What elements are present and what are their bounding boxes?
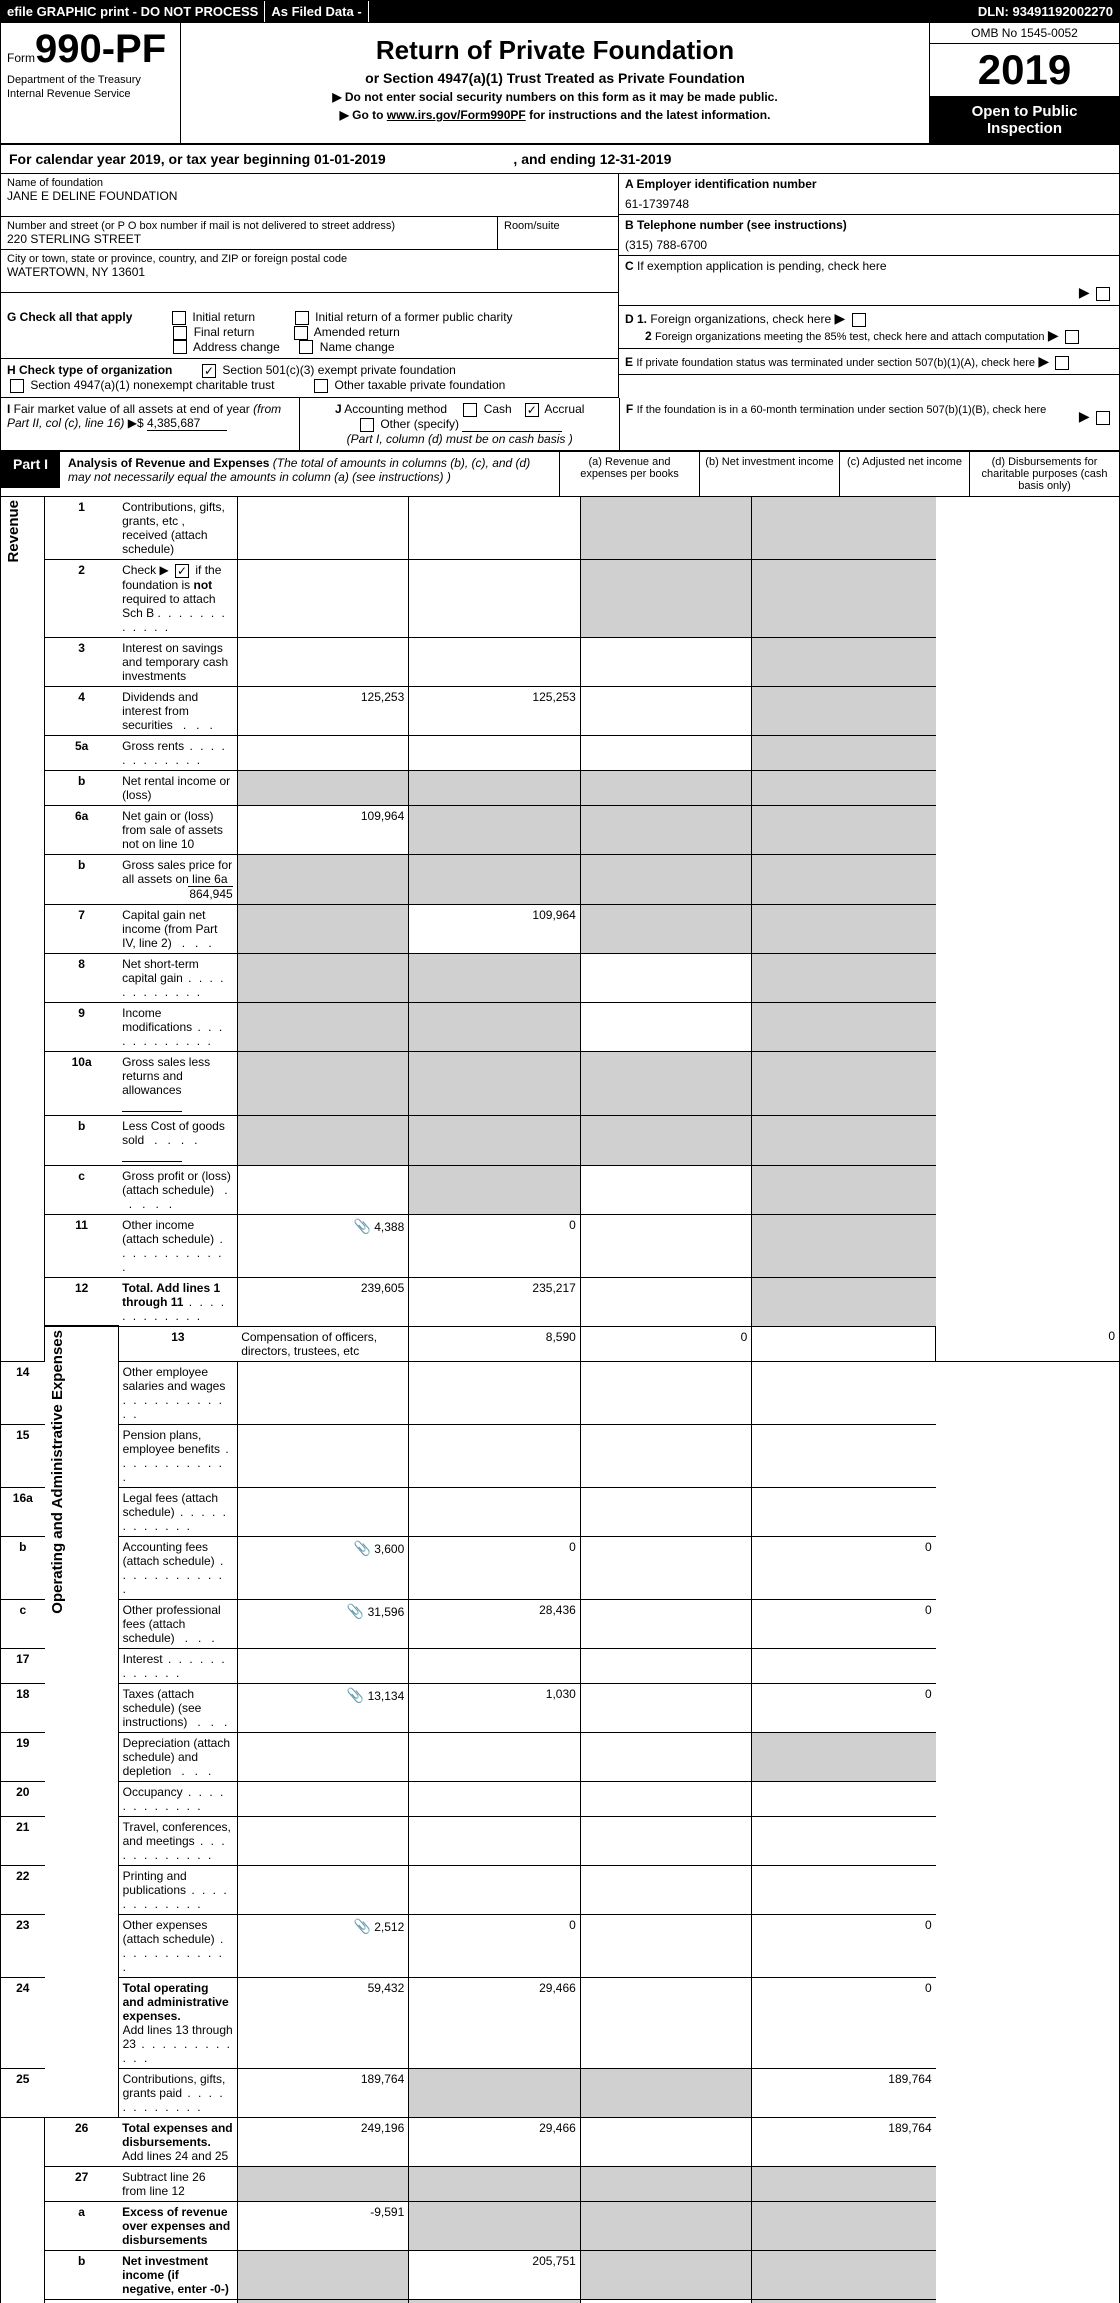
h-501c3[interactable]: ✓ — [202, 364, 216, 378]
irs-link[interactable]: www.irs.gov/Form990PF — [387, 108, 526, 122]
g-initial-former[interactable] — [295, 311, 309, 325]
city-value: WATERTOWN, NY 13601 — [7, 265, 612, 279]
form-note1: ▶ Do not enter social security numbers o… — [191, 86, 919, 104]
part1-header: Part I Analysis of Revenue and Expenses … — [0, 452, 1120, 497]
col-c-header: (c) Adjusted net income — [839, 452, 969, 496]
g-final-return[interactable] — [173, 326, 187, 340]
info-grid: Name of foundation JANE E DELINE FOUNDAT… — [0, 174, 1120, 306]
row-i-j-f: I Fair market value of all assets at end… — [0, 398, 1120, 452]
dept-line2: Internal Revenue Service — [7, 88, 174, 100]
h-label: H Check type of organization — [7, 363, 172, 377]
tel-label: B Telephone number (see instructions) — [625, 218, 1113, 232]
tax-year: 2019 — [930, 44, 1119, 97]
room-label: Room/suite — [504, 220, 612, 232]
part1-table: Revenue 1Contributions, gifts, grants, e… — [0, 497, 1120, 2303]
d2-checkbox[interactable] — [1065, 330, 1079, 344]
city-label: City or town, state or province, country… — [7, 253, 612, 265]
form-note2: ▶ Go to www.irs.gov/Form990PF for instru… — [191, 104, 919, 122]
h-4947[interactable] — [10, 379, 24, 393]
f-checkbox[interactable] — [1096, 411, 1110, 425]
foundation-name: JANE E DELINE FOUNDATION — [7, 189, 612, 203]
dln-label: DLN: 93491192002270 — [972, 1, 1119, 22]
g-label: G Check all that apply — [7, 310, 132, 324]
fmv-value: 4,385,687 — [147, 416, 227, 431]
street-value: 220 STERLING STREET — [7, 232, 491, 246]
g-initial-return[interactable] — [172, 311, 186, 325]
revenue-label: Revenue — [5, 500, 22, 563]
dept-line1: Department of the Treasury — [7, 74, 174, 86]
name-label: Name of foundation — [7, 177, 612, 189]
g-address-change[interactable] — [173, 340, 187, 354]
form-subtitle: or Section 4947(a)(1) Trust Treated as P… — [191, 66, 919, 86]
open-to-public: Open to Public Inspection — [930, 97, 1119, 143]
top-bar: efile GRAPHIC print - DO NOT PROCESS As … — [0, 0, 1120, 23]
j-other[interactable] — [360, 418, 374, 432]
tel-value: (315) 788-6700 — [625, 238, 1113, 252]
g-amended-return[interactable] — [294, 326, 308, 340]
c-text: If exemption application is pending, che… — [637, 259, 887, 273]
omb-number: OMB No 1545-0052 — [930, 23, 1119, 44]
ein-label: A Employer identification number — [625, 177, 1113, 191]
attach-icon[interactable]: 📎 — [353, 1918, 370, 1934]
j-accrual[interactable]: ✓ — [525, 403, 539, 417]
attach-icon[interactable]: 📎 — [347, 1603, 364, 1619]
col-a-header: (a) Revenue and expenses per books — [559, 452, 699, 496]
efile-label: efile GRAPHIC print - DO NOT PROCESS — [1, 1, 265, 22]
asfiled-label: As Filed Data - — [265, 1, 368, 22]
ein-value: 61-1739748 — [625, 197, 1113, 211]
col-b-header: (b) Net investment income — [699, 452, 839, 496]
attach-icon[interactable]: 📎 — [353, 1218, 370, 1234]
col-d-header: (d) Disbursements for charitable purpose… — [969, 452, 1119, 496]
part1-tab: Part I — [1, 452, 60, 488]
form-number: Form990-PF — [7, 27, 174, 72]
row-g-d-e: G Check all that apply Initial return In… — [0, 306, 1120, 398]
attach-icon[interactable]: 📎 — [347, 1687, 364, 1703]
d1-checkbox[interactable] — [852, 313, 866, 327]
street-label: Number and street (or P O box number if … — [7, 220, 491, 232]
opex-label: Operating and Administrative Expenses — [49, 1330, 66, 1614]
c-checkbox[interactable] — [1096, 287, 1110, 301]
attach-icon[interactable]: 📎 — [353, 1540, 370, 1556]
g-name-change[interactable] — [299, 340, 313, 354]
h-other-taxable[interactable] — [314, 379, 328, 393]
j-cash[interactable] — [463, 403, 477, 417]
e-checkbox[interactable] — [1055, 356, 1069, 370]
form-title: Return of Private Foundation — [191, 29, 919, 66]
calendar-year-row: For calendar year 2019, or tax year begi… — [0, 145, 1120, 174]
form-header: Form990-PF Department of the Treasury In… — [0, 23, 1120, 145]
